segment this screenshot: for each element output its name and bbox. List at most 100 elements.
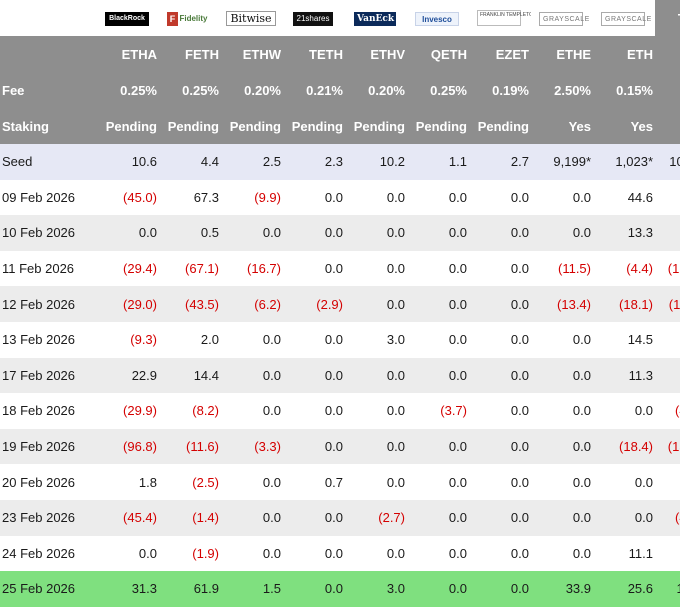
table-row: 12 Feb 2026 (29.0) (43.5) (6.2) (2.9) 0.0 0.0 0…: [0, 286, 680, 322]
flow-cell: 0.0: [407, 499, 469, 536]
total-cell: 13.8: [655, 215, 680, 251]
flow-cell: 44.6: [627, 189, 653, 205]
flow-cell: (2.9): [283, 286, 345, 322]
ticker-row-label: [0, 36, 97, 72]
row-date-label: 09 Feb 2026: [2, 189, 76, 205]
flow-cell: 0.0: [572, 545, 591, 561]
flow-cell: 0.0: [324, 261, 343, 277]
ticker-cell: EZET: [469, 36, 531, 72]
flow-cell: 0.0: [572, 403, 591, 419]
blackrock-logo-icon: BlackRock: [105, 11, 149, 26]
flow-cell: (45.4): [97, 499, 159, 536]
flow-cell: (3.3): [221, 428, 283, 465]
flow-cell: 0.0: [469, 357, 531, 394]
ticker-cell: FETH: [159, 36, 221, 72]
ticker-cell: ETHV: [345, 36, 407, 72]
flow-cell: 2.7: [469, 144, 531, 180]
flow-cell: 13.3: [593, 215, 655, 251]
flow-cell: 10.6: [97, 144, 159, 180]
flow-cell: 0.0: [572, 189, 591, 205]
invesco-logo-icon: Invesco: [415, 11, 459, 26]
flow-cell: 0.0: [510, 403, 529, 419]
flow-cell: (8.2): [192, 403, 219, 419]
flow-cell: 0.0: [572, 474, 591, 490]
fidelity-logo-icon: F Fidelity: [167, 11, 211, 26]
table-row: 17 Feb 2026 22.9 14.4 0.0 0.0 0.0 0.0 0.0 0.0 11.…: [0, 357, 680, 394]
flow-cell: (1.4): [159, 499, 221, 536]
flow-cell: 0.0: [469, 215, 531, 251]
ticker-cell: QETH: [407, 36, 469, 72]
flow-cell: 0.0: [407, 215, 469, 251]
flow-cell: 0.0: [345, 215, 407, 251]
bitwise-logo-icon: Bitwise: [226, 11, 276, 27]
flow-cell: 10.2: [345, 144, 407, 180]
flow-cell: 0.0: [262, 474, 281, 490]
flow-cell: 11.1: [628, 545, 653, 561]
flow-cell: 0.0: [448, 474, 467, 490]
staking-cell: Pending: [469, 108, 531, 144]
flow-cell: 0.7: [324, 474, 343, 490]
table-row: 09 Feb 2026 (45.0) 67.3 (9.9) 0.0 0.0 0.0 0.0 0.…: [0, 180, 680, 216]
flow-cell: 0.0: [262, 403, 281, 419]
fee-cell: 2.50%: [531, 72, 593, 108]
row-date-label: 25 Feb 2026: [0, 571, 97, 607]
total-cell: 0.0: [655, 464, 680, 500]
flow-cell: (43.5): [159, 286, 221, 322]
flow-cell: 33.9: [531, 571, 593, 607]
flow-cell: 0.0: [97, 215, 159, 251]
row-date-label: Seed: [0, 144, 97, 180]
flow-cell: 0.0: [345, 428, 407, 465]
table-row: 23 Feb 2026 (45.4) (1.4) 0.0 0.0 (2.7) 0.0 0.0 0…: [0, 499, 680, 536]
total-column-header: Total: [655, 0, 680, 36]
flow-cell: (16.7): [247, 261, 281, 277]
staking-cell: Yes: [531, 108, 593, 144]
fidelity-logo-text: Fidelity: [179, 13, 208, 23]
row-date-label: 11 Feb 2026: [2, 261, 75, 277]
flow-cell: 67.3: [193, 189, 219, 205]
21shares-logo-icon: 21shares: [293, 11, 333, 26]
flow-cell: 0.0: [593, 499, 655, 536]
flow-cell: 31.3: [97, 571, 159, 607]
issuer-logo-row: BlackRock F Fidelity Bitwise 21shares Van…: [0, 0, 680, 36]
flow-cell: 0.0: [510, 545, 529, 561]
flow-cell: 11.3: [593, 357, 655, 394]
flow-cell: 0.0: [448, 189, 467, 205]
flow-cell: 0.0: [283, 357, 345, 394]
flow-cell: 0.0: [221, 215, 283, 251]
table-row: 19 Feb 2026 (96.8) (11.6) (3.3) 0.0 0.0 0.0 0.0…: [0, 428, 680, 465]
ticker-cell: ETH: [593, 36, 655, 72]
flow-cell: (45.0): [123, 189, 157, 205]
fee-cell-total: [655, 72, 680, 108]
flow-cell: 61.9: [159, 571, 221, 607]
franklin-templeton-logo-icon: FRANKLIN TEMPLETON: [477, 10, 531, 27]
row-date-label: 18 Feb 2026: [2, 403, 76, 419]
flow-cell: 14.5: [627, 332, 653, 348]
flow-cell: 14.4: [159, 357, 221, 394]
flow-rows: Seed 10.6 4.4 2.5 2.3 10.2 1.1 2.7 9,199* 1,023* 1…: [0, 144, 680, 607]
table-row: 24 Feb 2026 0.0 (1.9) 0.0 0.0 0.0 0.0 0.0 0.0 11.…: [0, 536, 680, 572]
staking-cell-total: [655, 108, 680, 144]
fee-row: Fee 0.25% 0.25% 0.20% 0.21% 0.20% 0.25% …: [0, 72, 680, 108]
row-date-label: 19 Feb 2026: [0, 428, 97, 465]
flow-cell: 0.0: [324, 545, 343, 561]
fee-cell: 0.25%: [97, 72, 159, 108]
flow-cell: (96.8): [97, 428, 159, 465]
flow-cell: (9.9): [254, 189, 281, 205]
ticker-cell: TETH: [283, 36, 345, 72]
fee-row-label: Fee: [0, 72, 97, 108]
flow-cell: 0.0: [407, 357, 469, 394]
flow-cell: 0.0: [448, 332, 467, 348]
flow-cell: (11.5): [558, 261, 591, 277]
flow-cell: 0.0: [572, 332, 591, 348]
flow-cell: (2.5): [192, 474, 219, 490]
fee-cell: 0.20%: [345, 72, 407, 108]
flow-cell: 0.0: [469, 499, 531, 536]
fee-cell: 0.25%: [407, 72, 469, 108]
flow-cell: 0.0: [386, 261, 405, 277]
row-date-label: 12 Feb 2026: [0, 286, 97, 322]
total-cell: 9.2: [655, 536, 680, 572]
flow-cell: 0.0: [531, 357, 593, 394]
flow-cell: (29.0): [97, 286, 159, 322]
total-cell: (113.1): [655, 286, 680, 322]
